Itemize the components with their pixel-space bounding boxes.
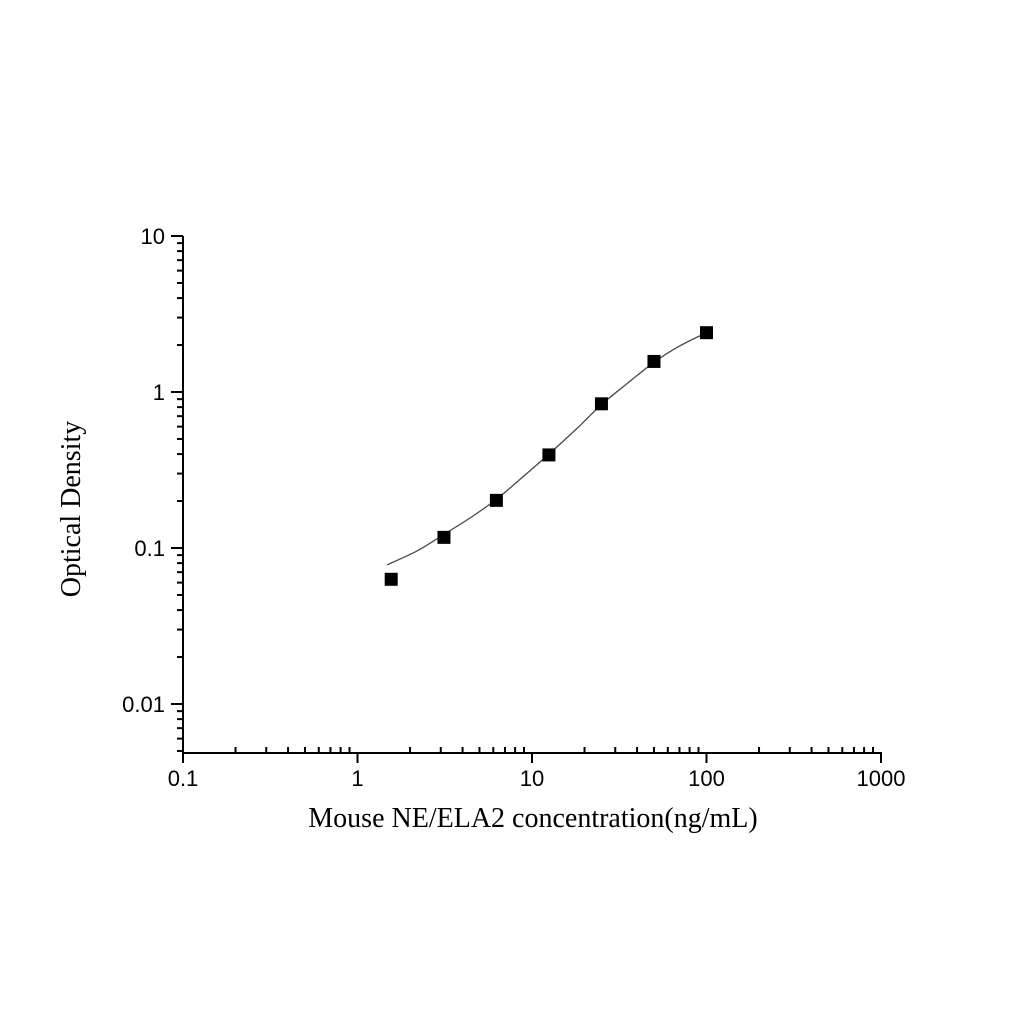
data-point-marker: [700, 326, 713, 340]
data-point-marker: [594, 397, 608, 411]
x-tick-label: 100: [688, 766, 725, 791]
y-tick-label: 0.01: [122, 692, 165, 717]
data-point-marker: [384, 572, 398, 586]
x-tick-label: 1000: [857, 766, 906, 791]
y-axis-title: Optical Density: [56, 421, 87, 598]
x-tick-label: 10: [520, 766, 544, 791]
y-tick-label: 0.1: [134, 536, 165, 561]
x-tick-label: 0.1: [168, 766, 199, 791]
data-point-marker: [489, 493, 503, 507]
y-tick-label: 10: [141, 224, 165, 249]
x-tick-label: 1: [351, 766, 363, 791]
data-point-marker: [647, 354, 661, 368]
data-point-marker: [542, 448, 556, 462]
x-axis-title: Mouse NE/ELA2 concentration(ng/mL): [308, 803, 757, 834]
plot-area: 0.1 1 10 100 1000 10 1 0.1 0.01: [122, 224, 905, 791]
data-point-marker: [437, 530, 451, 544]
y-tick-label: 1: [153, 380, 165, 405]
